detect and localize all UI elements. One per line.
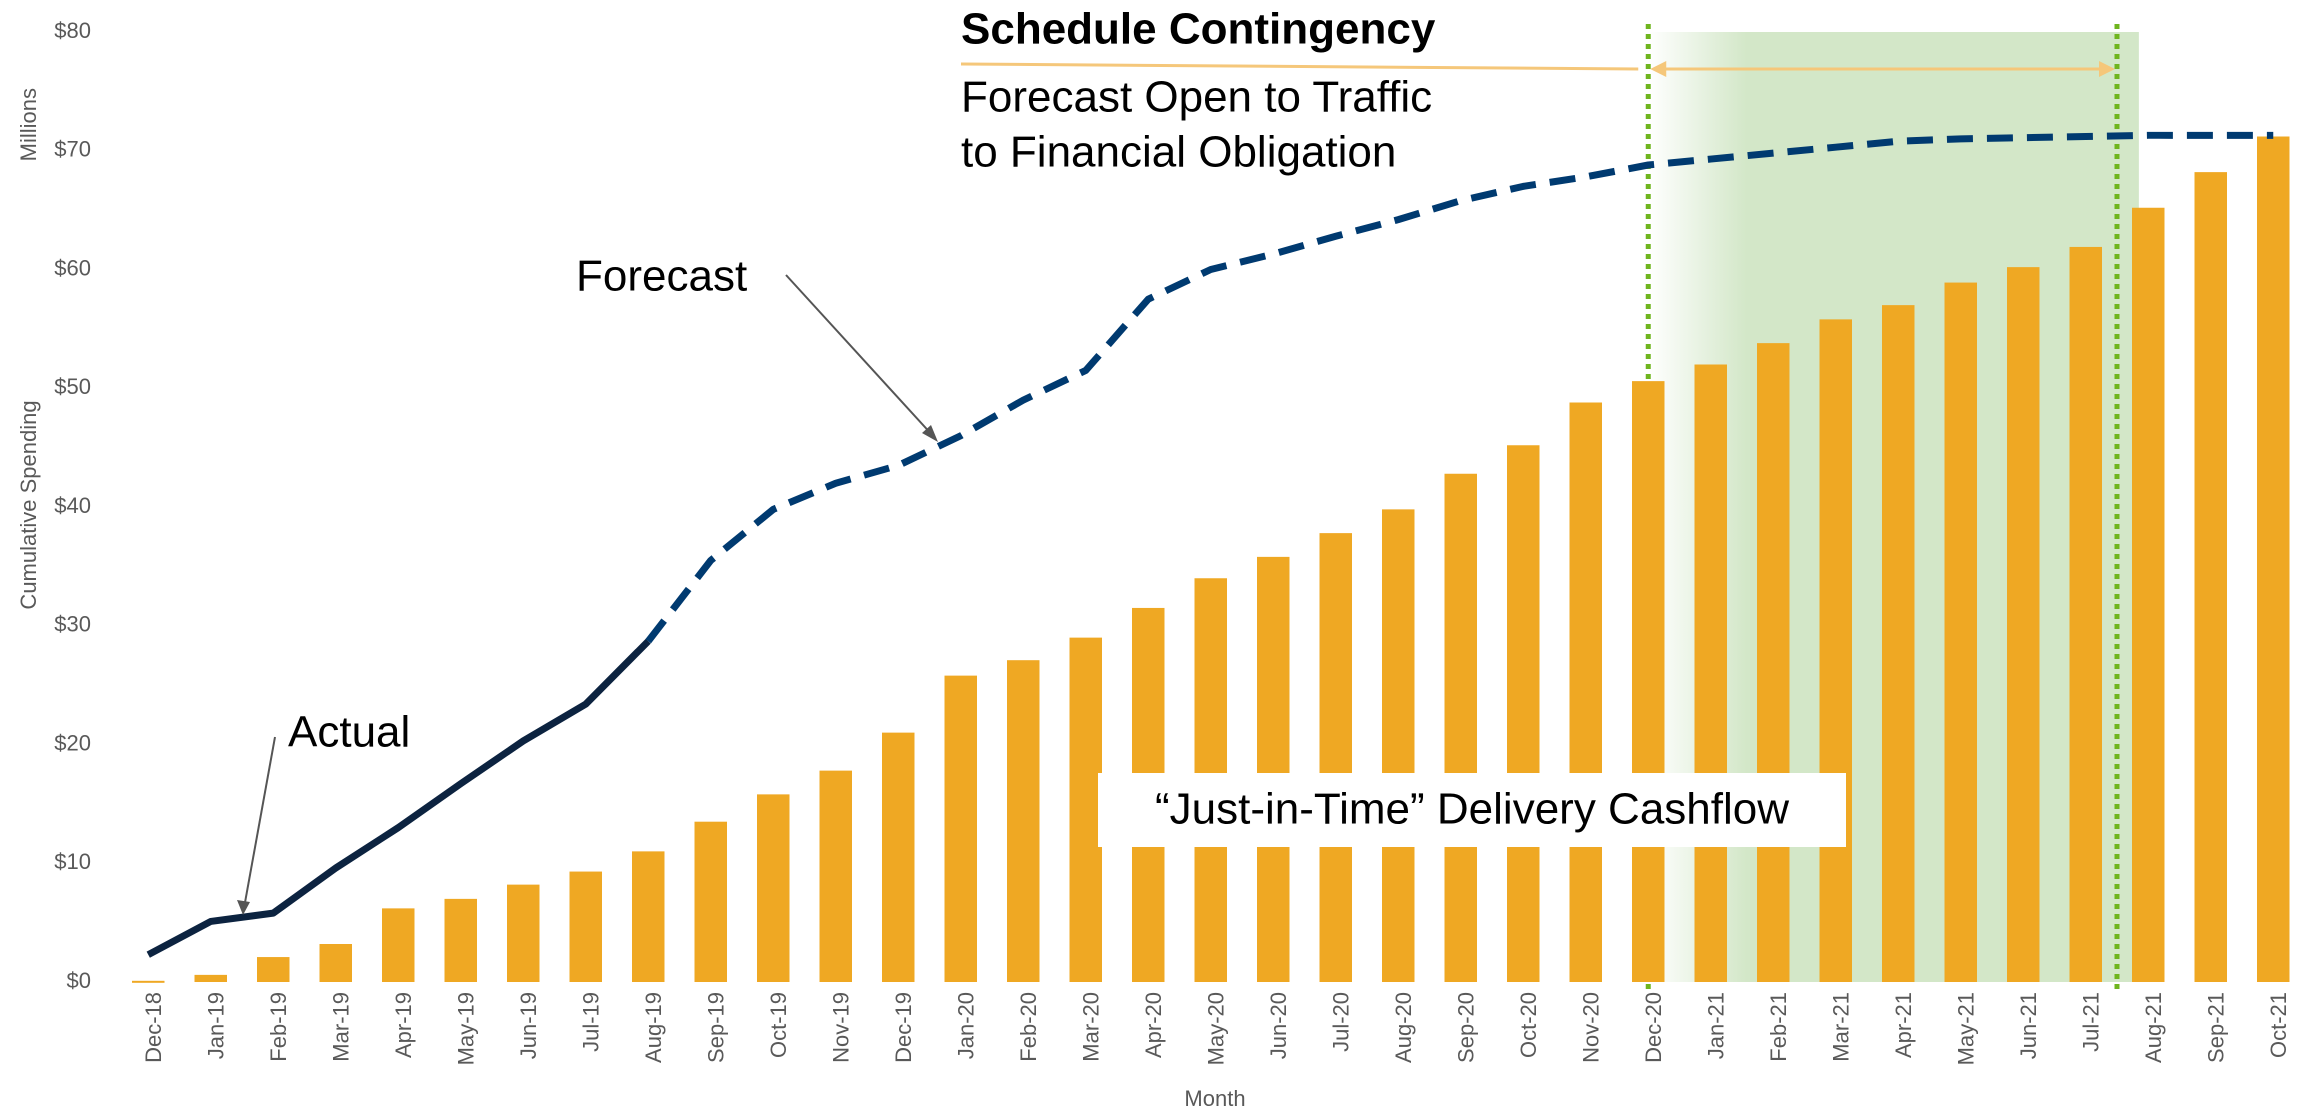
bar	[382, 908, 415, 982]
forecast-arrow	[785, 274, 935, 438]
forecast-label: Forecast	[576, 252, 747, 301]
x-tick-label: Mar-20	[1079, 992, 1104, 1062]
x-tick-label: Nov-20	[1579, 992, 1604, 1063]
x-tick-label: Dec-20	[1641, 992, 1666, 1063]
bar	[507, 884, 540, 982]
x-tick-label: Aug-20	[1391, 992, 1416, 1063]
bar	[882, 732, 915, 982]
arrow-head	[2099, 61, 2115, 77]
x-tick-label: Sep-19	[704, 992, 729, 1063]
y-tick-label: $40	[54, 493, 91, 518]
bar	[819, 770, 852, 982]
bar	[444, 898, 477, 982]
y-unit: Millions	[16, 88, 41, 161]
bar	[2132, 207, 2165, 982]
bar	[1694, 364, 1727, 982]
title-underline	[960, 62, 1639, 71]
bar	[1007, 660, 1040, 982]
x-tick-label: Jun-21	[2016, 992, 2041, 1059]
actual-label: Actual	[288, 708, 410, 757]
bar	[2069, 246, 2102, 982]
contingency-text: to Financial Obligation	[961, 128, 1396, 177]
x-tick-label: Dec-19	[891, 992, 916, 1063]
x-tick-label: Oct-21	[2266, 992, 2291, 1058]
x-tick-label: Sep-20	[1454, 992, 1479, 1063]
bar	[1507, 445, 1540, 982]
x-tick-label: Feb-19	[266, 992, 291, 1062]
x-tick-label: Jul-21	[2079, 992, 2104, 1052]
bar	[1882, 305, 1915, 982]
bar	[944, 675, 977, 982]
bar	[632, 851, 665, 982]
x-tick-label: Jan-21	[1704, 992, 1729, 1059]
x-tick-label: Jan-19	[204, 992, 229, 1059]
x-tick-label: Nov-19	[829, 992, 854, 1063]
bar	[757, 794, 790, 982]
x-tick-label: Mar-21	[1829, 992, 1854, 1062]
y-tick-label: $50	[54, 374, 91, 399]
y-tick-label: $0	[67, 968, 91, 993]
bar	[694, 821, 727, 982]
bar	[1944, 282, 1977, 982]
bar	[132, 980, 165, 983]
bar	[1257, 556, 1290, 982]
bar	[1757, 343, 1790, 982]
actual-arrow	[243, 736, 276, 909]
x-tick-label: Apr-20	[1141, 992, 1166, 1058]
x-tick-label: May-20	[1204, 992, 1229, 1065]
bar	[1319, 533, 1352, 982]
bar	[1569, 402, 1602, 982]
y-tick-label: $60	[54, 255, 91, 280]
x-tick-label: Jul-19	[579, 992, 604, 1052]
x-tick-label: Jun-19	[516, 992, 541, 1059]
x-tick-label: Jul-20	[1329, 992, 1354, 1052]
contingency-title: Schedule Contingency	[961, 5, 1436, 54]
bar	[2257, 136, 2290, 982]
contingency-text: Forecast Open to Traffic	[961, 73, 1432, 122]
label-box	[1098, 773, 1846, 847]
y-axis-label: Cumulative Spending	[16, 400, 41, 609]
line	[645, 131, 2274, 644]
x-tick-label: Oct-19	[766, 992, 791, 1058]
y-tick-label: $70	[54, 137, 91, 162]
bar	[2194, 172, 2227, 982]
x-tick-label: Aug-21	[2141, 992, 2166, 1063]
x-tick-label: Jun-20	[1266, 992, 1291, 1059]
bar	[1069, 637, 1102, 982]
bar	[569, 871, 602, 982]
x-tick-label: Apr-19	[391, 992, 416, 1058]
x-tick-label: Aug-19	[641, 992, 666, 1063]
arrow-head	[922, 425, 938, 442]
line	[146, 638, 651, 958]
bar	[1382, 509, 1415, 982]
x-tick-label: Sep-21	[2204, 992, 2229, 1063]
x-axis-label: Month	[1184, 1086, 1245, 1111]
y-tick-label: $30	[54, 612, 91, 637]
x-tick-label: May-19	[454, 992, 479, 1065]
x-tick-label: Apr-21	[1891, 992, 1916, 1058]
y-tick-label: $10	[54, 849, 91, 874]
x-tick-label: May-21	[1954, 992, 1979, 1065]
x-tick-label: Feb-20	[1016, 992, 1041, 1062]
arrow-head	[237, 900, 250, 915]
bar	[257, 957, 290, 982]
x-tick-label: Jan-20	[954, 992, 979, 1059]
bar	[2007, 267, 2040, 982]
bar	[1632, 381, 1665, 982]
arrow-head	[1650, 61, 1667, 77]
bar	[1819, 319, 1852, 982]
y-tick-label: $80	[54, 18, 91, 43]
marks-layer: $0 $10 $20 $30 $40 $50 $60 $70 $80 Dec-18 Jan-19 Fe…	[54, 18, 2291, 1066]
x-tick-label: Oct-20	[1516, 992, 1541, 1058]
x-tick-label: Dec-18	[141, 992, 166, 1063]
x-tick-label: Feb-21	[1766, 992, 1791, 1062]
bar	[1444, 473, 1477, 982]
bar-series-label: “Just-in-Time” Delivery Cashflow	[1155, 785, 1789, 834]
bar	[194, 974, 227, 982]
x-tick-label: Mar-19	[329, 992, 354, 1062]
bar	[319, 944, 352, 982]
y-tick-label: $20	[54, 730, 91, 755]
